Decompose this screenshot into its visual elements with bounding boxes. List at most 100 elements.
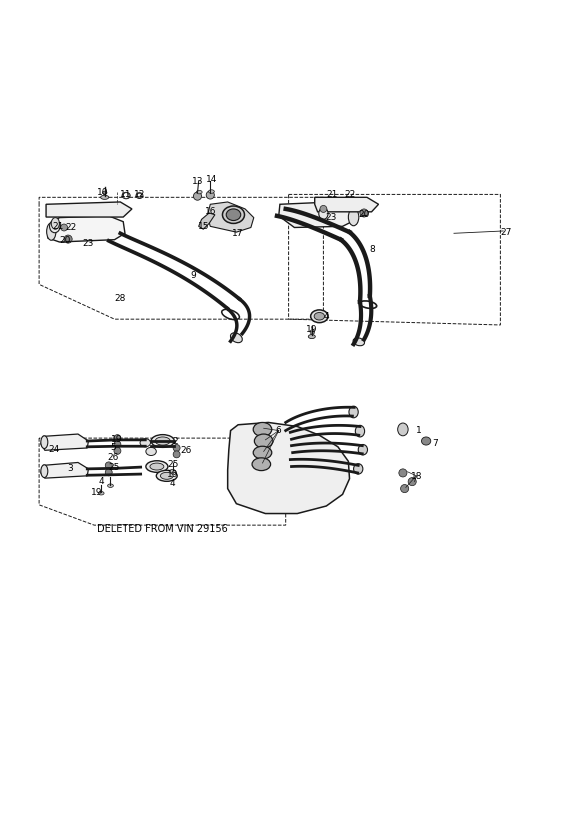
Ellipse shape <box>136 193 143 199</box>
Text: 1: 1 <box>416 426 422 435</box>
Circle shape <box>61 224 68 231</box>
Circle shape <box>173 444 180 452</box>
Polygon shape <box>208 202 254 232</box>
Text: 27: 27 <box>500 227 512 236</box>
Circle shape <box>173 451 180 458</box>
Ellipse shape <box>151 434 174 447</box>
Circle shape <box>360 209 368 217</box>
Polygon shape <box>46 202 132 217</box>
Ellipse shape <box>353 338 364 346</box>
Ellipse shape <box>209 190 215 194</box>
Circle shape <box>114 447 121 454</box>
Ellipse shape <box>349 406 358 418</box>
Text: 19: 19 <box>306 325 318 334</box>
Ellipse shape <box>253 423 272 437</box>
Text: 11: 11 <box>120 190 132 199</box>
Ellipse shape <box>170 470 175 473</box>
Text: 24: 24 <box>48 445 59 454</box>
Ellipse shape <box>101 195 109 199</box>
Text: 26: 26 <box>107 452 118 461</box>
Text: 7: 7 <box>433 439 438 448</box>
Ellipse shape <box>353 464 363 474</box>
Text: 25: 25 <box>167 460 178 469</box>
Text: 3: 3 <box>67 465 73 473</box>
Text: 28: 28 <box>115 294 126 303</box>
Text: 4: 4 <box>170 479 175 488</box>
Text: 25: 25 <box>109 462 120 471</box>
Circle shape <box>194 192 202 200</box>
Text: 2: 2 <box>173 437 178 446</box>
Text: DELETED FROM VIN 29156: DELETED FROM VIN 29156 <box>97 524 228 534</box>
Ellipse shape <box>398 423 408 436</box>
Text: 15: 15 <box>198 222 209 231</box>
Text: 13: 13 <box>192 176 203 185</box>
Ellipse shape <box>47 222 56 241</box>
Text: 10: 10 <box>97 188 108 197</box>
Ellipse shape <box>254 434 273 448</box>
Text: 17: 17 <box>233 229 244 238</box>
Ellipse shape <box>252 458 271 471</box>
Text: 18: 18 <box>410 472 422 481</box>
Ellipse shape <box>319 208 328 219</box>
Ellipse shape <box>355 425 364 437</box>
Circle shape <box>320 205 327 213</box>
Ellipse shape <box>150 463 164 470</box>
Ellipse shape <box>196 190 202 194</box>
Circle shape <box>106 462 112 469</box>
Ellipse shape <box>51 218 59 229</box>
Ellipse shape <box>103 191 107 194</box>
Ellipse shape <box>311 310 328 323</box>
Text: 19: 19 <box>111 435 122 444</box>
Circle shape <box>64 235 72 243</box>
Text: 19: 19 <box>167 470 178 479</box>
Ellipse shape <box>156 471 177 481</box>
Ellipse shape <box>422 437 431 445</box>
Text: 20: 20 <box>359 210 370 219</box>
Ellipse shape <box>99 491 104 495</box>
Circle shape <box>114 434 121 442</box>
Polygon shape <box>228 423 350 513</box>
Ellipse shape <box>41 436 48 448</box>
Polygon shape <box>41 462 89 478</box>
Ellipse shape <box>223 206 244 223</box>
Text: 16: 16 <box>205 208 216 217</box>
Polygon shape <box>41 434 89 450</box>
Text: 23: 23 <box>83 239 94 248</box>
Circle shape <box>123 193 129 199</box>
Ellipse shape <box>160 472 173 480</box>
Ellipse shape <box>122 192 130 199</box>
Text: 6: 6 <box>276 426 282 435</box>
Ellipse shape <box>226 209 241 221</box>
Polygon shape <box>48 216 125 242</box>
Ellipse shape <box>146 447 156 456</box>
Polygon shape <box>279 202 356 227</box>
Circle shape <box>206 191 215 199</box>
Ellipse shape <box>140 438 150 447</box>
Ellipse shape <box>314 312 325 320</box>
Circle shape <box>310 330 315 335</box>
Polygon shape <box>315 197 378 212</box>
Ellipse shape <box>41 465 48 478</box>
Ellipse shape <box>108 484 113 488</box>
Circle shape <box>401 485 409 493</box>
Text: 22: 22 <box>344 190 355 199</box>
Ellipse shape <box>358 444 367 455</box>
Ellipse shape <box>146 461 168 472</box>
Ellipse shape <box>308 335 315 339</box>
Text: 5: 5 <box>110 443 115 452</box>
Text: 26: 26 <box>180 447 192 456</box>
Text: 19: 19 <box>92 488 103 497</box>
Text: 4: 4 <box>99 477 104 486</box>
Ellipse shape <box>349 208 359 226</box>
Circle shape <box>106 469 112 475</box>
Text: 21: 21 <box>326 190 338 199</box>
Circle shape <box>399 469 407 477</box>
Text: 21: 21 <box>52 222 64 231</box>
Circle shape <box>408 478 416 485</box>
Text: 20: 20 <box>59 236 71 246</box>
Ellipse shape <box>253 447 272 459</box>
Ellipse shape <box>230 333 243 343</box>
Text: 14: 14 <box>206 176 217 185</box>
Text: 23: 23 <box>325 213 336 222</box>
Circle shape <box>114 441 121 448</box>
